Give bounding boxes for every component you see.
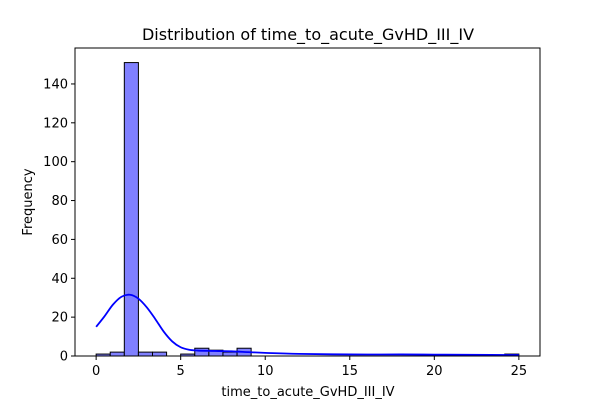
histogram-bars: [95, 62, 520, 357]
histogram-bar: [123, 62, 139, 357]
y-tick-label: 120: [43, 116, 68, 131]
y-tick-label: 60: [51, 233, 68, 248]
y-tick-label: 140: [43, 77, 68, 92]
histogram-bar: [222, 351, 238, 357]
y-axis-label: Frequency: [21, 168, 36, 235]
y-tick-label: 40: [51, 272, 68, 287]
x-tick-label: 20: [426, 364, 443, 379]
x-tick-label: 15: [341, 364, 358, 379]
y-tick-label: 20: [51, 311, 68, 326]
plot-frame: [74, 47, 541, 357]
x-axis-label: time_to_acute_GvHD_III_IV: [221, 385, 394, 400]
x-tick-label: 0: [92, 364, 100, 379]
chart-title: Distribution of time_to_acute_GvHD_III_I…: [142, 25, 474, 45]
histogram-bar: [151, 351, 168, 357]
y-tick-label: 100: [43, 155, 68, 170]
kde-curve: [95, 293, 519, 356]
x-tick-label: 10: [257, 364, 274, 379]
histogram-bar: [109, 351, 125, 357]
x-tick-label: 5: [177, 364, 185, 379]
y-axis-ticks: 0 20 40 60 80 100 120 140: [43, 77, 75, 365]
y-tick-label: 80: [51, 194, 68, 209]
x-tick-label: 25: [511, 364, 528, 379]
y-tick-label: 0: [60, 350, 68, 365]
histogram-bar: [137, 351, 153, 357]
x-axis-ticks: 0 5 10 15 20 25: [92, 356, 527, 379]
histogram-bar: [194, 347, 210, 357]
